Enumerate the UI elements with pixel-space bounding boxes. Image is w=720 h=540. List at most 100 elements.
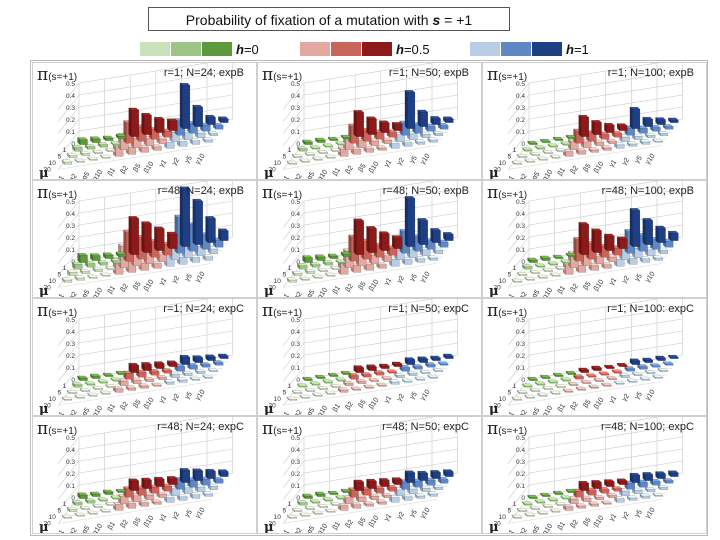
bar-mark [568,373,577,375]
bar-side [547,261,551,266]
x-tick-label: α10 [92,523,105,534]
bar-side [614,380,617,385]
x-tick-label: α5 [531,525,541,534]
bar-side [315,137,318,143]
bar-mark [100,381,109,384]
x-tick-label: α10 [317,287,330,298]
bar-side [591,480,595,489]
bar-mark [529,497,538,499]
x-tick-label: α2 [68,173,78,180]
bar-mark [384,378,392,380]
x-tick-label: γ10 [194,153,206,166]
x-tick-label: β2 [120,519,130,530]
x-tick-label: α10 [92,169,105,180]
x-tick-label: γ1 [158,395,168,405]
bar-side [599,371,602,376]
bar-mark [294,510,303,512]
bar-mark [184,373,193,376]
z-tick-label: 0 [71,495,75,502]
z-tick-label: 0.5 [291,199,300,206]
x-tick-label: γ10 [644,389,656,402]
bar-mark [210,486,219,490]
bar-side [340,134,344,139]
pi-subscript: (s=+1) [48,72,78,83]
bar-mark [440,125,449,130]
x-tick-label: β2 [345,165,355,176]
bar-mark [601,489,610,494]
bar-side [115,488,119,493]
bar-mark [514,281,523,283]
z-tick-label: 0.4 [291,211,300,218]
x-tick-label: β1 [332,167,342,178]
bar-mark [302,161,310,163]
z-tick-label: 0.4 [66,447,75,454]
bar-mark [606,367,615,369]
bar-mark [422,372,431,374]
bar-side [611,369,615,374]
bar-mark [307,154,316,156]
bar-side [542,386,546,391]
bar-mark [537,265,546,268]
bar-side [128,107,132,137]
x-tick-label: α1 [506,175,516,180]
bar-mark [299,265,308,270]
bar-mark [514,517,523,519]
bar-mark [330,256,339,259]
bar-mark [340,505,349,511]
bar-mark [578,150,587,155]
bar-side [517,508,520,513]
bar-mark [575,376,584,380]
bar-mark [378,501,387,505]
z-tick-label: 0.2 [291,235,300,242]
bar-side [340,370,344,375]
bar-side [312,274,316,279]
bar-mark [550,263,559,266]
z-tick-label: 0.4 [516,211,525,218]
z-tick-label: 0.1 [516,483,525,490]
bar-mark [657,473,666,479]
bar-mark [621,375,630,378]
x-tick-label: γ2 [171,275,181,285]
bar-mark [338,497,346,500]
bar-mark [304,142,313,145]
bar-side [527,257,531,263]
bar-side [511,514,515,519]
bar-mark [299,148,308,152]
bar-side [154,226,157,251]
bar-mark [440,242,449,248]
bar-side [192,355,196,363]
bar-mark [545,270,553,272]
bar-mark [128,503,137,509]
legend-item-h1: h=1 [470,40,589,58]
bar-side [292,270,295,277]
bar-mark [550,381,559,384]
bar-side [74,394,78,399]
bar-side [432,368,436,373]
x-tick-label: α10 [542,169,555,180]
bar-side [604,122,607,133]
x-tick-label: α5 [531,289,541,298]
bar-mark [82,271,91,274]
bar-mark [532,154,541,156]
z-tick-label: 0.4 [516,329,525,336]
bar-mark [87,383,96,386]
bar-mark [314,395,323,397]
bar-side [325,390,328,395]
x-tick-label: γ2 [171,511,181,521]
legend-item-h0: h=0 [140,40,259,58]
bar-side [79,506,83,511]
bar-side [92,504,96,509]
bar-mark [539,395,548,397]
mu-tick-label: 10 [274,160,282,167]
pi-symbol: π [262,419,274,439]
x-tick-label: β1 [107,521,117,532]
bar-mark [307,271,316,274]
bar-mark [113,260,121,264]
bar-side [524,276,528,281]
bar-side [292,154,295,159]
bar-side [573,237,577,262]
x-tick-label: γ1 [608,395,618,405]
bar-mark [545,152,553,154]
bar-mark [581,483,589,491]
